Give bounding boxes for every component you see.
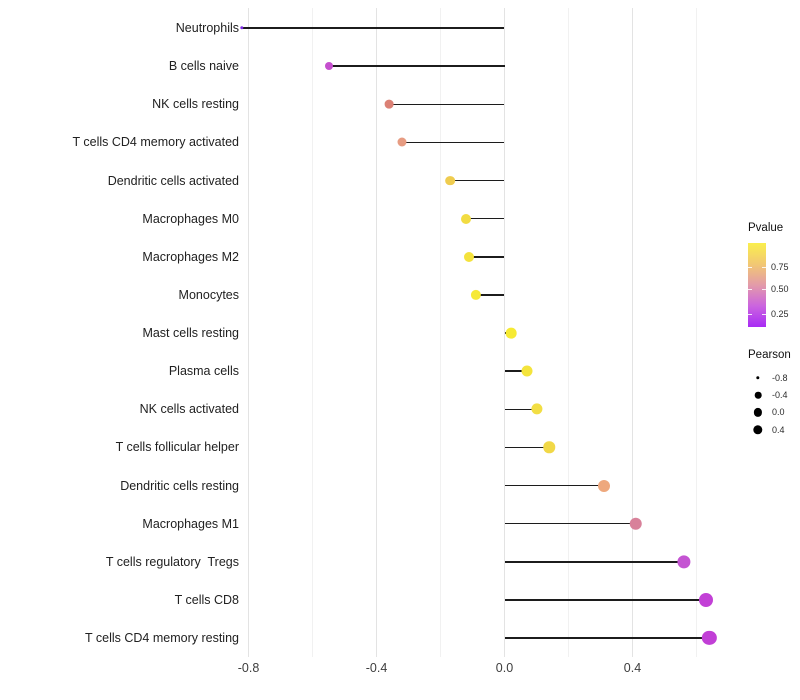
category-label: Plasma cells bbox=[168, 364, 239, 379]
colorbar-tick-label: 0.25 bbox=[771, 308, 789, 319]
lollipop-dot bbox=[597, 479, 610, 492]
lollipop-stem bbox=[504, 561, 684, 563]
colorbar-tick-label: 0.75 bbox=[771, 261, 789, 272]
lollipop-dot bbox=[543, 441, 556, 454]
lollipop-stem bbox=[402, 141, 505, 144]
minor-gridline bbox=[696, 8, 697, 657]
category-label: Macrophages M2 bbox=[142, 249, 239, 264]
category-label: T cells follicular helper bbox=[115, 440, 239, 455]
x-tick-label: -0.8 bbox=[237, 661, 260, 675]
pearson-size-label: 0.4 bbox=[772, 424, 785, 435]
lollipop-stem bbox=[504, 484, 604, 487]
lollipop-dot bbox=[629, 517, 642, 530]
lollipop-dot bbox=[461, 213, 472, 224]
pearson-size-dot bbox=[754, 391, 762, 399]
lollipop-stem bbox=[504, 522, 636, 525]
major-gridline bbox=[248, 8, 249, 657]
lollipop-stem bbox=[504, 408, 537, 410]
category-label: NK cells resting bbox=[152, 97, 239, 112]
lollipop-stem bbox=[242, 27, 505, 29]
pearson-size-label: 0.0 bbox=[772, 407, 785, 418]
category-label: Dendritic cells resting bbox=[120, 478, 239, 493]
category-label: T cells CD8 bbox=[174, 592, 239, 607]
minor-gridline bbox=[312, 8, 313, 657]
lollipop-stem bbox=[450, 179, 505, 182]
lollipop-stem bbox=[504, 446, 550, 449]
category-label: T cells CD4 memory resting bbox=[85, 631, 239, 645]
pearson-size-dot bbox=[753, 408, 763, 417]
lollipop-dot bbox=[464, 251, 475, 262]
lollipop-dot bbox=[397, 137, 407, 147]
lollipop-dot bbox=[530, 403, 543, 415]
lollipop-stem bbox=[504, 370, 527, 372]
category-label: Monocytes bbox=[178, 287, 239, 302]
pearson-legend-title: Pearson bbox=[748, 349, 791, 361]
colorbar-tick-mark bbox=[762, 289, 766, 291]
category-label: T cells regulatory Tregs bbox=[105, 554, 239, 569]
lollipop-stem bbox=[504, 637, 710, 639]
colorbar-tick-mark bbox=[748, 313, 752, 315]
category-label: NK cells activated bbox=[139, 402, 239, 417]
category-label: B cells naive bbox=[168, 59, 239, 74]
pearson-size-label: -0.8 bbox=[772, 373, 788, 383]
lollipop-stem bbox=[466, 217, 505, 220]
category-label: T cells CD4 memory activated bbox=[72, 135, 240, 150]
minor-gridline bbox=[568, 8, 569, 657]
colorbar-tick-mark bbox=[748, 266, 752, 268]
lollipop-dot bbox=[702, 630, 717, 646]
lollipop-dot bbox=[470, 289, 481, 300]
pvalue-legend-title: Pvalue bbox=[748, 222, 784, 234]
lollipop-dot bbox=[384, 99, 394, 109]
colorbar-tick-label: 0.50 bbox=[771, 284, 789, 295]
lollipop-stem bbox=[328, 65, 505, 67]
pearson-size-dot bbox=[753, 424, 763, 435]
lollipop-dot bbox=[324, 62, 333, 71]
major-gridline bbox=[632, 8, 633, 657]
x-tick-label: -0.4 bbox=[365, 661, 388, 675]
x-tick-label: 0.4 bbox=[623, 661, 642, 675]
colorbar-tick-mark bbox=[762, 313, 766, 315]
pearson-size-dot bbox=[756, 376, 760, 380]
minor-gridline bbox=[440, 8, 441, 657]
lollipop-stem bbox=[504, 599, 707, 601]
lollipop-dot bbox=[677, 555, 691, 569]
category-label: Macrophages M0 bbox=[142, 211, 239, 226]
colorbar-tick-mark bbox=[762, 266, 766, 268]
category-label: Mast cells resting bbox=[142, 326, 239, 340]
category-label: Macrophages M1 bbox=[142, 516, 239, 531]
lollipop-dot bbox=[505, 327, 517, 339]
pvalue-colorbar bbox=[748, 243, 766, 327]
x-tick-label: 0.0 bbox=[495, 661, 514, 675]
lollipop-dot bbox=[699, 592, 714, 607]
lollipop-stem bbox=[469, 256, 505, 258]
lollipop-stem bbox=[475, 294, 505, 296]
lollipop-dot bbox=[445, 175, 455, 186]
lollipop-dot bbox=[240, 26, 244, 30]
category-label: Dendritic cells activated bbox=[107, 173, 239, 188]
lollipop-dot bbox=[521, 365, 533, 377]
pearson-size-label: -0.4 bbox=[772, 390, 788, 401]
lollipop-stem bbox=[389, 103, 505, 105]
category-label: Neutrophils bbox=[175, 21, 239, 35]
major-gridline bbox=[376, 8, 377, 657]
colorbar-tick-mark bbox=[748, 289, 752, 291]
